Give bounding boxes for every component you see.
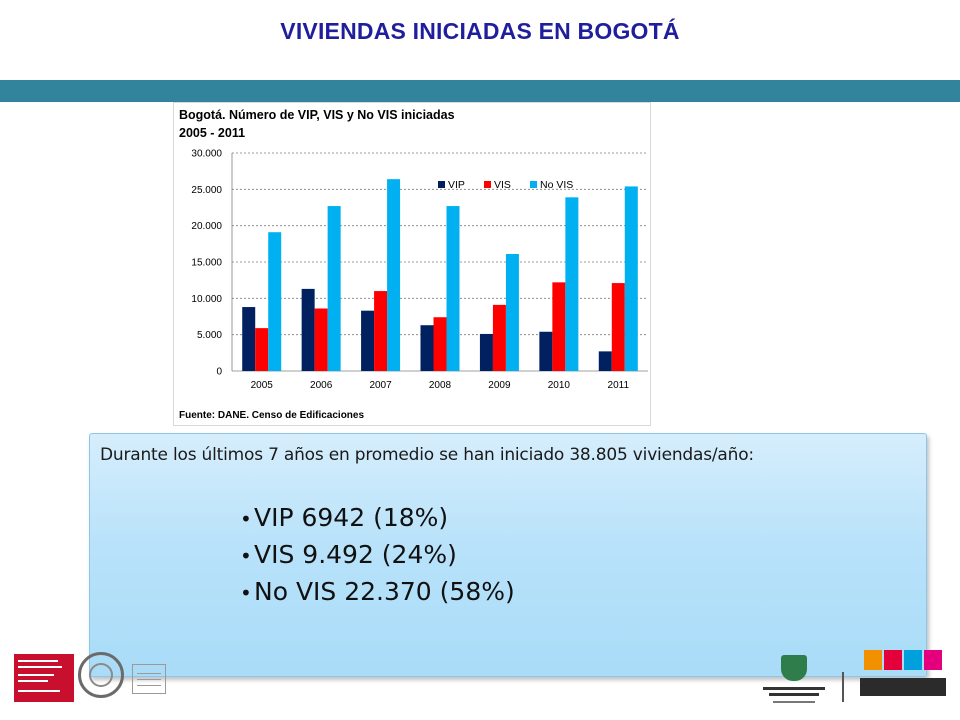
bar-vip-2010 bbox=[539, 331, 553, 371]
summary-item-novis: •No VIS 22.370 (58%) bbox=[240, 574, 515, 611]
bar-vis-2009 bbox=[492, 304, 506, 371]
y-tick-label: 5.000 bbox=[197, 330, 222, 341]
x-tick-label: 2010 bbox=[548, 380, 571, 391]
iso-certification-logo bbox=[14, 654, 74, 702]
bar-vip-2009 bbox=[479, 333, 493, 371]
chart-panel: Bogotá. Número de VIP, VIS y No VIS inic… bbox=[173, 102, 651, 426]
bar-vip-2008 bbox=[420, 325, 434, 371]
legend-label: VIS bbox=[494, 179, 511, 191]
bar-vip-2005 bbox=[242, 307, 256, 371]
legend-label: VIP bbox=[448, 179, 465, 191]
accreditation-logo bbox=[132, 664, 166, 694]
summary-item-vis: •VIS 9.492 (24%) bbox=[240, 537, 515, 574]
bar-vis-2006 bbox=[314, 308, 328, 371]
footer-divider bbox=[842, 672, 844, 702]
x-tick-label: 2008 bbox=[429, 380, 452, 391]
bar-vis-2005 bbox=[255, 328, 269, 371]
summary-item-label: No VIS 22.370 (58%) bbox=[254, 577, 515, 606]
chart-title: Bogotá. Número de VIP, VIS y No VIS inic… bbox=[179, 108, 455, 122]
y-tick-label: 25.000 bbox=[191, 185, 222, 196]
x-tick-label: 2009 bbox=[488, 380, 511, 391]
bullet-icon: • bbox=[240, 544, 252, 568]
y-tick-label: 10.000 bbox=[191, 294, 222, 305]
bar-no-vis-2010 bbox=[565, 197, 579, 371]
y-tick-label: 30.000 bbox=[191, 149, 222, 160]
bar-no-vis-2006 bbox=[327, 206, 341, 371]
bar-no-vis-2008 bbox=[446, 206, 460, 371]
summary-item-vip: •VIP 6942 (18%) bbox=[240, 500, 515, 537]
x-tick-label: 2011 bbox=[608, 380, 630, 391]
title-band bbox=[0, 80, 960, 102]
x-tick-label: 2005 bbox=[251, 380, 274, 391]
bar-no-vis-2005 bbox=[268, 232, 282, 371]
bar-vip-2011 bbox=[598, 351, 612, 371]
bogota-humana-logo bbox=[858, 648, 950, 708]
bar-vis-2007 bbox=[374, 291, 388, 371]
x-tick-label: 2007 bbox=[369, 380, 392, 391]
slide-title: VIVIENDAS INICIADAS EN BOGOTÁ bbox=[280, 18, 680, 44]
summary-list: •VIP 6942 (18%) •VIS 9.492 (24%) •No VIS… bbox=[240, 500, 515, 611]
bar-vis-2010 bbox=[552, 282, 566, 371]
bar-vis-2008 bbox=[433, 317, 447, 371]
bureau-veritas-seal-icon bbox=[78, 652, 124, 698]
summary-box: Durante los últimos 7 años en promedio s… bbox=[89, 433, 927, 677]
bar-vip-2006 bbox=[301, 288, 315, 371]
bullet-icon: • bbox=[240, 507, 252, 531]
legend-label: No VIS bbox=[540, 179, 573, 191]
bar-no-vis-2011 bbox=[624, 186, 638, 371]
bar-chart: 0 5.000 10.000 15.000 20.000 25.000 30.000 2005… bbox=[191, 149, 648, 391]
summary-intro: Durante los últimos 7 años en promedio s… bbox=[100, 445, 754, 465]
x-tick-label: 2006 bbox=[310, 380, 333, 391]
chart-source: Fuente: DANE. Censo de Edificaciones bbox=[179, 410, 365, 421]
bar-no-vis-2007 bbox=[387, 179, 401, 371]
bar-vip-2007 bbox=[361, 310, 375, 371]
legend-swatch bbox=[484, 181, 491, 188]
alcaldia-mayor-logo bbox=[763, 655, 825, 711]
bar-vis-2011 bbox=[611, 283, 625, 371]
bullet-icon: • bbox=[240, 581, 252, 605]
legend-swatch bbox=[530, 181, 537, 188]
bar-no-vis-2009 bbox=[505, 254, 519, 371]
y-tick-label: 0 bbox=[216, 367, 222, 378]
legend-swatch bbox=[438, 181, 445, 188]
y-tick-label: 15.000 bbox=[191, 258, 222, 269]
y-tick-label: 20.000 bbox=[191, 221, 222, 232]
chart-subtitle: 2005 - 2011 bbox=[179, 126, 246, 140]
summary-item-label: VIS 9.492 (24%) bbox=[254, 540, 457, 569]
summary-item-label: VIP 6942 (18%) bbox=[254, 503, 449, 532]
